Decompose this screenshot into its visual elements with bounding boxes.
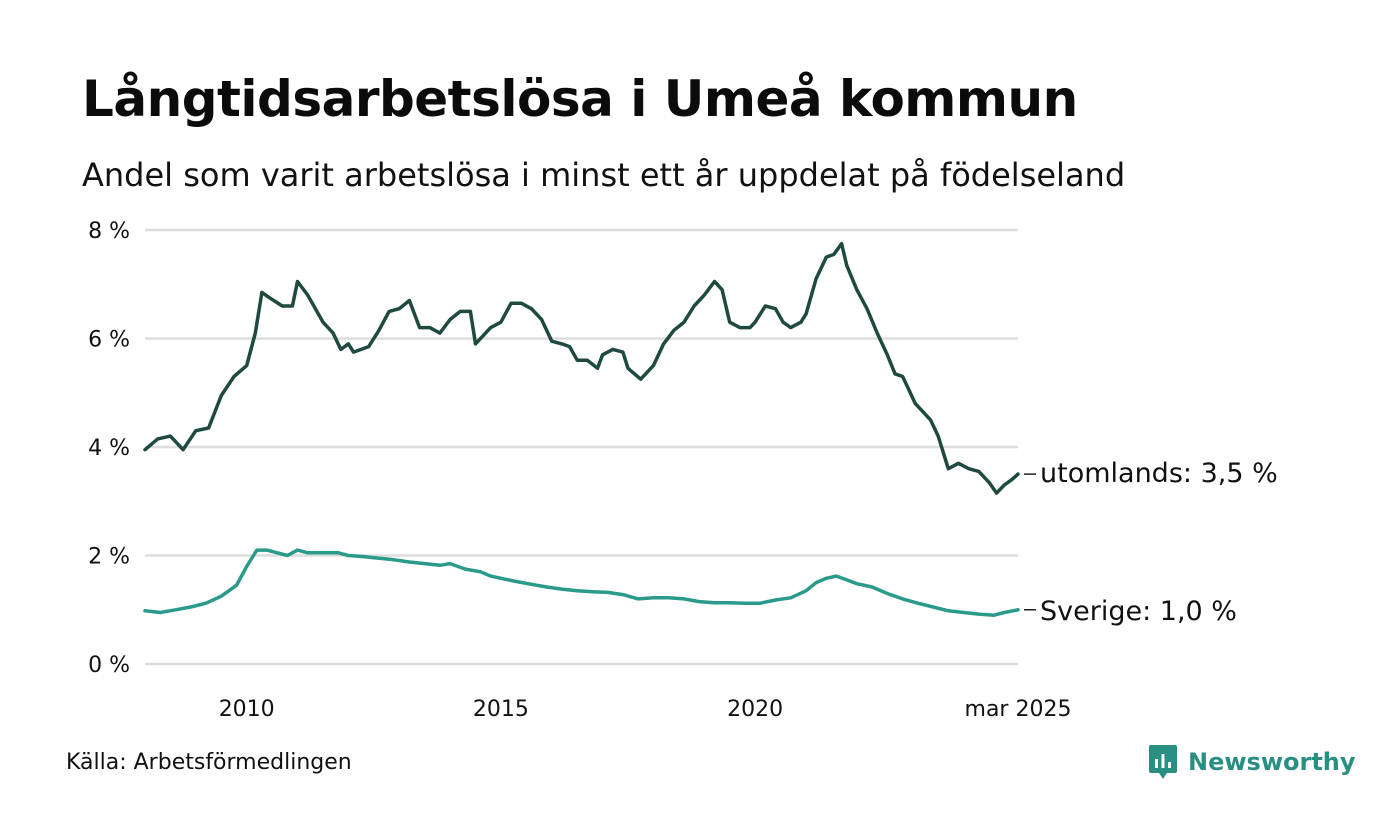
series-lines (143, 241, 1020, 617)
x-tick-label: mar 2025 (965, 697, 1072, 722)
chart-title: Långtidsarbetslösa i Umeå kommun (82, 70, 1078, 128)
brand-name: Newsworthy (1188, 748, 1356, 776)
y-tick-label: 2 % (88, 545, 130, 570)
y-tick-label: 4 % (88, 436, 130, 461)
y-tick-label: 6 % (88, 328, 130, 353)
x-tick-label: 2020 (727, 697, 783, 722)
series-line-sverige (143, 548, 1020, 617)
chart-subtitle: Andel som varit arbetslösa i minst ett å… (82, 156, 1126, 194)
y-tick-label: 8 % (88, 219, 130, 244)
x-axis-ticks: 2010 2015 2020 mar 2025 (219, 697, 1072, 722)
end-label-utomlands: utomlands: 3,5 % (1040, 458, 1278, 489)
source-note: Källa: Arbetsförmedlingen (66, 750, 352, 775)
y-axis-ticks: 0 % 2 % 4 % 6 % 8 % (88, 219, 130, 678)
newsworthy-logo-icon (1149, 745, 1177, 779)
end-label-sverige: Sverige: 1,0 % (1040, 596, 1237, 627)
gridlines (145, 228, 1018, 666)
brand-logo[interactable]: Newsworthy (1148, 744, 1356, 780)
y-tick-label: 0 % (88, 653, 130, 678)
end-labels: utomlands: 3,5 % Sverige: 1,0 % (1024, 458, 1278, 627)
series-line-utomlands (143, 241, 1020, 495)
x-tick-label: 2010 (219, 697, 275, 722)
x-tick-label: 2015 (473, 697, 529, 722)
